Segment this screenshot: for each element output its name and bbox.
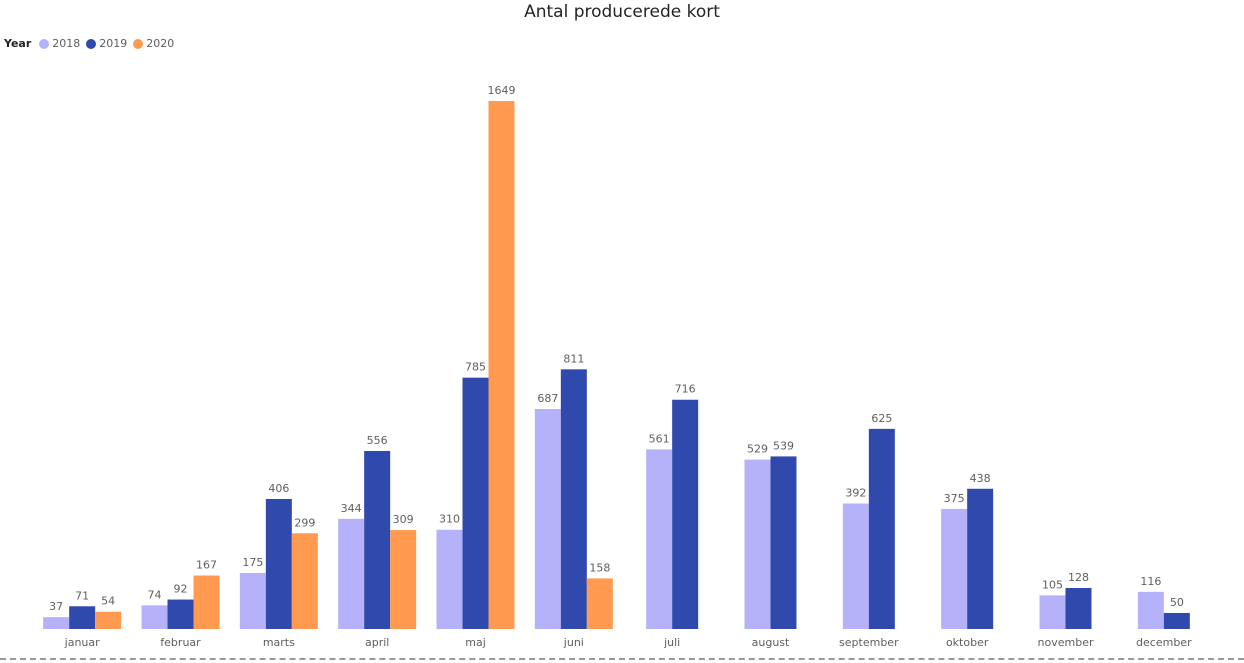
bar-2018-august[interactable]: [744, 459, 771, 629]
data-label-2018-februar: 74: [148, 588, 162, 601]
data-label-2019-september: 625: [871, 412, 892, 425]
bar-2019-september[interactable]: [868, 428, 895, 629]
x-tick-label-april: april: [365, 636, 389, 649]
bar-2019-juli[interactable]: [672, 399, 699, 629]
data-label-2019-december: 50: [1170, 596, 1184, 609]
bar-2019-juni[interactable]: [560, 369, 587, 629]
legend-label-2019: 2019: [99, 37, 128, 50]
chart-title: Antal producerede kort: [524, 2, 720, 22]
bar-2020-april[interactable]: [390, 530, 417, 629]
data-label-2018-juli: 561: [649, 432, 670, 445]
bar-2018-september[interactable]: [842, 503, 869, 629]
data-label-2020-maj: 1649: [488, 84, 516, 97]
legend-swatch-2018: [39, 38, 50, 49]
bar-2018-juli[interactable]: [646, 449, 673, 629]
legend-item-2020[interactable]: 2020: [133, 37, 174, 50]
bar-2019-november[interactable]: [1065, 588, 1092, 629]
x-tick-label-februar: februar: [160, 636, 201, 649]
x-tick-label-juli: juli: [663, 636, 680, 649]
data-label-2019-januar: 71: [75, 589, 89, 602]
bar-2020-januar[interactable]: [95, 611, 122, 629]
bar-2020-maj[interactable]: [488, 101, 515, 629]
bar-2019-august[interactable]: [770, 456, 797, 629]
x-tick-label-januar: januar: [64, 636, 100, 649]
data-label-2019-juni: 811: [563, 352, 584, 365]
legend-swatch-2020: [133, 38, 144, 49]
legend: Year 2018 2019 2020: [4, 37, 180, 50]
legend-title: Year: [4, 37, 32, 50]
data-label-2020-februar: 167: [196, 559, 217, 572]
x-tick-label-december: december: [1136, 636, 1192, 649]
bar-2018-februar[interactable]: [141, 605, 168, 629]
data-label-2018-juni: 687: [537, 392, 558, 405]
bottom-border: [0, 658, 1244, 660]
legend-item-2018[interactable]: 2018: [39, 37, 80, 50]
data-label-2018-marts: 175: [242, 556, 263, 569]
bar-2018-april[interactable]: [338, 518, 365, 629]
legend-label-2020: 2020: [146, 37, 175, 50]
bar-2019-januar[interactable]: [69, 606, 96, 629]
x-tick-label-september: september: [839, 636, 899, 649]
bar-2020-marts[interactable]: [291, 533, 318, 629]
data-label-2018-november: 105: [1042, 578, 1063, 591]
bar-2018-oktober[interactable]: [941, 508, 968, 629]
bar-2019-oktober[interactable]: [967, 488, 994, 629]
legend-item-2019[interactable]: 2019: [86, 37, 127, 50]
bar-2018-maj[interactable]: [436, 529, 463, 629]
legend-swatch-2019: [86, 38, 97, 49]
data-label-2019-oktober: 438: [970, 472, 991, 485]
bar-2019-februar[interactable]: [167, 599, 194, 629]
data-label-2018-maj: 310: [439, 513, 460, 526]
x-tick-label-november: november: [1038, 636, 1094, 649]
data-label-2018-december: 116: [1140, 575, 1161, 588]
data-label-2018-april: 344: [341, 502, 362, 515]
bar-2019-marts[interactable]: [265, 499, 292, 629]
data-label-2019-november: 128: [1068, 571, 1089, 584]
x-tick-label-august: august: [752, 636, 790, 649]
data-label-2018-september: 392: [845, 486, 866, 499]
data-label-2019-marts: 406: [268, 482, 289, 495]
data-label-2019-maj: 785: [465, 361, 486, 374]
bar-2018-december[interactable]: [1137, 591, 1164, 629]
data-label-2020-april: 309: [393, 513, 414, 526]
x-tick-label-juni: juni: [563, 636, 584, 649]
data-label-2019-august: 539: [773, 439, 794, 452]
bar-2020-februar[interactable]: [193, 575, 220, 629]
data-label-2019-februar: 92: [174, 583, 188, 596]
data-label-2020-marts: 299: [294, 516, 315, 529]
bar-2018-januar[interactable]: [43, 617, 70, 629]
data-label-2020-januar: 54: [101, 595, 115, 608]
data-label-2019-juli: 716: [675, 383, 696, 396]
legend-label-2018: 2018: [52, 37, 81, 50]
x-tick-label-marts: marts: [263, 636, 295, 649]
data-label-2018-oktober: 375: [944, 492, 965, 505]
x-tick-label-oktober: oktober: [946, 636, 989, 649]
data-label-2018-august: 529: [747, 443, 768, 456]
bar-2018-marts[interactable]: [239, 572, 266, 629]
bar-2018-november[interactable]: [1039, 595, 1066, 629]
data-label-2020-juni: 158: [589, 561, 610, 574]
bar-2018-juni[interactable]: [534, 409, 561, 629]
bar-2020-juni[interactable]: [586, 578, 613, 629]
x-tick-label-maj: maj: [465, 636, 486, 649]
bar-2019-april[interactable]: [364, 450, 391, 629]
bar-2019-maj[interactable]: [462, 377, 489, 629]
bar-2019-december[interactable]: [1163, 612, 1190, 629]
data-label-2018-januar: 37: [49, 600, 63, 613]
data-label-2019-april: 556: [367, 434, 388, 447]
